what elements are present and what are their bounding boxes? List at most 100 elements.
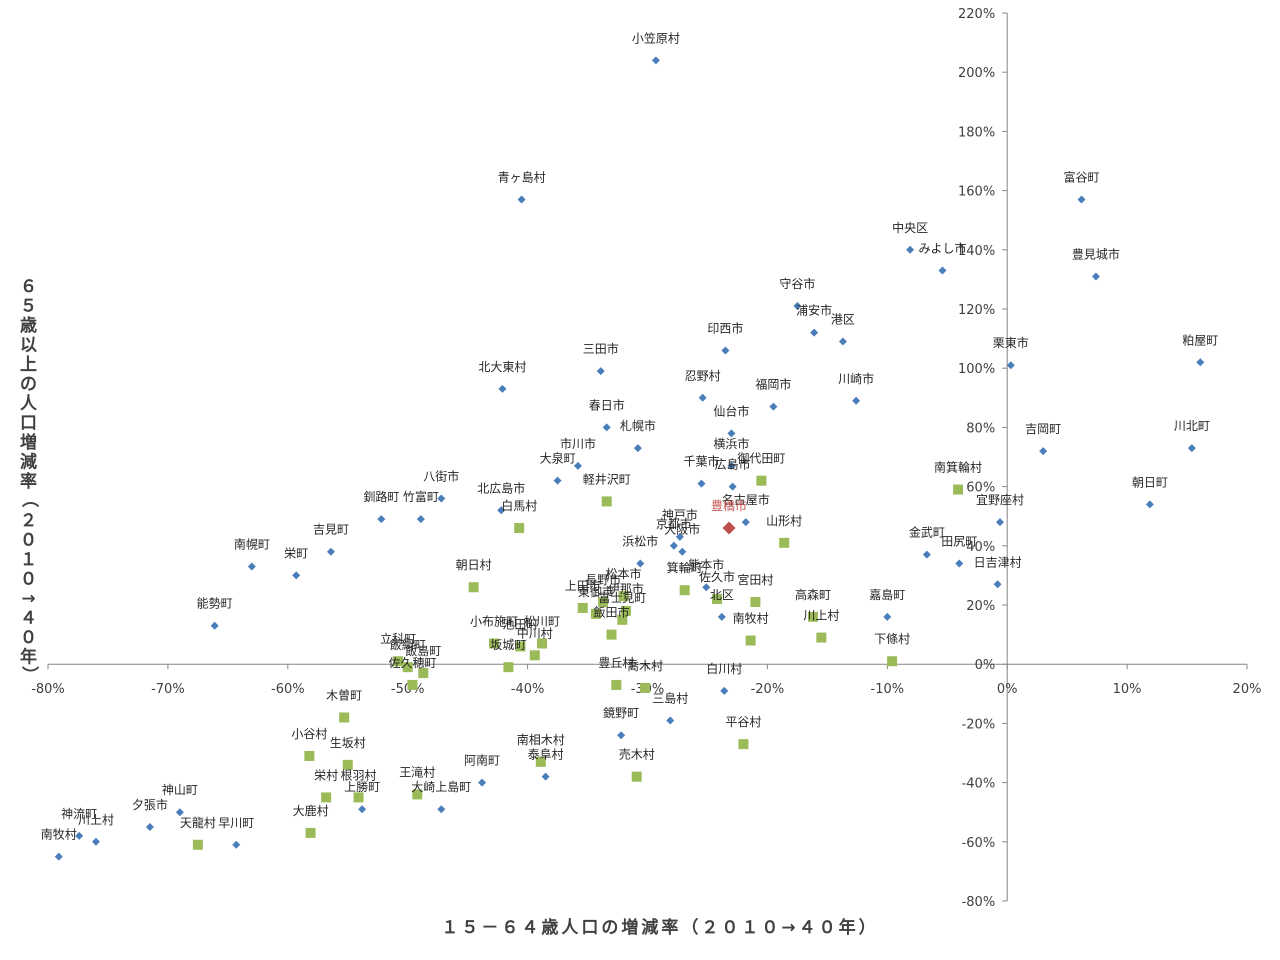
data-label: 佐久市 — [699, 569, 735, 584]
data-label: 小谷村 — [291, 727, 327, 741]
data-label: 栄町 — [284, 546, 308, 560]
data-point-square — [342, 759, 353, 770]
data-point-diamond — [906, 245, 915, 254]
data-label: 小布施町 — [470, 614, 518, 628]
data-label: 木曽町 — [326, 687, 362, 702]
x-tick-label: -20% — [751, 682, 785, 697]
data-label: 京都市 — [656, 516, 692, 531]
data-point-diamond — [358, 805, 367, 814]
data-label: 釧路町 — [363, 489, 399, 504]
data-point-diamond — [1091, 272, 1100, 281]
data-point-diamond — [498, 384, 507, 393]
y-tick-label: 220% — [958, 7, 995, 22]
data-label: 富士見町 — [598, 590, 646, 605]
data-label: 南箕輪村 — [934, 460, 982, 475]
data-point-square — [407, 679, 418, 690]
data-label: 浜松市 — [622, 534, 658, 549]
data-point-square — [816, 632, 827, 643]
y-axis-title-char: 上 — [20, 355, 40, 375]
data-point-square — [321, 792, 332, 803]
data-point-square — [515, 641, 526, 652]
y-tick-label: 40% — [966, 540, 995, 555]
data-label: 三田市 — [583, 341, 619, 356]
data-label: 御代田町 — [737, 451, 785, 466]
data-label: 上田市 — [565, 578, 601, 593]
data-point-diamond — [666, 716, 675, 725]
data-label: 松川町 — [524, 614, 560, 628]
data-point-square — [305, 827, 316, 838]
data-label: 神流町 — [61, 807, 97, 821]
data-label: 大泉町 — [540, 452, 576, 466]
data-point-diamond — [247, 562, 256, 571]
data-label: 南牧村 — [41, 827, 77, 842]
y-axis-title-char: 率 — [20, 471, 40, 492]
data-point-square — [590, 608, 601, 619]
data-point-diamond — [727, 461, 736, 470]
x-tick-label: 10% — [1113, 682, 1142, 697]
data-point-square — [617, 614, 628, 625]
data-point-diamond — [717, 612, 726, 621]
data-label: 中央区 — [892, 220, 928, 235]
data-label: 神山町 — [162, 783, 198, 797]
data-label: 金武町 — [909, 525, 945, 540]
y-tick-label: 60% — [966, 481, 995, 496]
data-label: 飯島町 — [405, 643, 441, 658]
data-point-diamond — [678, 547, 687, 556]
x-tick-label: -10% — [871, 682, 905, 697]
data-point-diamond — [437, 494, 446, 503]
data-label: 宜野座村 — [976, 492, 1024, 507]
data-point-square — [611, 679, 622, 690]
data-point-diamond — [697, 479, 706, 488]
data-point-square — [192, 839, 203, 850]
y-axis-title-char: 増 — [20, 432, 40, 453]
data-point-diamond — [669, 541, 678, 550]
data-label: 粕屋町 — [1182, 332, 1218, 347]
x-tick-label: -80% — [31, 682, 65, 697]
y-axis-title-char: の — [20, 375, 40, 395]
data-point-diamond — [810, 328, 819, 337]
data-label: 福岡市 — [755, 377, 791, 392]
data-label: 市川市 — [560, 436, 596, 451]
data-point-square — [750, 597, 761, 608]
data-label: 下條村 — [874, 632, 910, 646]
data-label: 栗東市 — [993, 335, 1029, 350]
data-point-diamond — [728, 482, 737, 491]
x-tick-label: -40% — [511, 682, 545, 697]
x-tick-label: 20% — [1233, 682, 1262, 697]
data-point-diamond — [232, 840, 241, 849]
data-label: 大鹿村 — [293, 803, 329, 818]
data-point-diamond — [54, 852, 63, 861]
data-point-square — [535, 756, 546, 767]
data-label: 札幌市 — [620, 418, 656, 433]
x-tick-label: -60% — [271, 682, 305, 697]
data-point-diamond — [602, 423, 611, 432]
data-point-diamond — [938, 266, 947, 275]
y-axis-title-char: ５ — [20, 297, 40, 317]
data-label: 栄村 — [314, 768, 338, 782]
data-point-square — [598, 597, 609, 608]
data-label: 竹富町 — [403, 489, 439, 504]
data-point-square — [514, 523, 525, 534]
data-point-diamond — [720, 686, 729, 695]
data-label: 守谷市 — [779, 276, 815, 291]
data-label: 朝日町 — [1132, 475, 1168, 489]
data-point-square — [339, 712, 350, 723]
data-label: 大崎上島町 — [411, 779, 471, 794]
axes — [48, 13, 1247, 901]
data-point-diamond — [1006, 361, 1015, 370]
data-label: 喬木村 — [627, 659, 663, 673]
data-point-square — [631, 771, 642, 782]
data-label: 早川町 — [218, 816, 254, 830]
data-point-diamond — [517, 195, 526, 204]
y-axis-title-char: ０ — [20, 570, 40, 590]
data-point-square — [304, 750, 315, 761]
data-point-square — [353, 792, 364, 803]
data-label: 立科町 — [380, 631, 416, 646]
data-point-square — [807, 611, 818, 622]
data-label: 熊本市 — [688, 557, 724, 572]
data-point-diamond — [636, 559, 645, 568]
data-point-square — [489, 638, 500, 649]
data-point-diamond — [793, 302, 802, 311]
data-label: 吉岡町 — [1025, 422, 1061, 436]
